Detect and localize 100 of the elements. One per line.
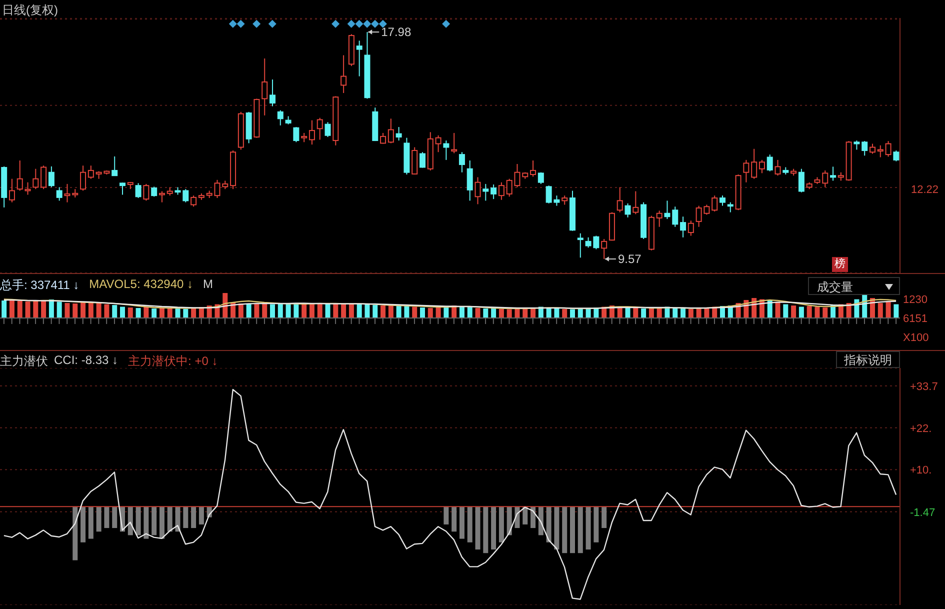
- bar: [372, 305, 378, 318]
- bar: [80, 302, 86, 318]
- text: 12.22: [911, 184, 939, 196]
- bar: [72, 304, 78, 318]
- bar: [191, 308, 196, 318]
- bar: [886, 302, 891, 318]
- bar: [546, 308, 552, 318]
- candlestick: [308, 120, 315, 146]
- text: CCI: -8.33 ↓: [54, 353, 118, 369]
- bar: [633, 308, 638, 318]
- candlestick: [356, 40, 362, 77]
- chart-title: 日线(复权): [2, 2, 58, 19]
- bar: [625, 308, 630, 318]
- bar: [175, 308, 180, 318]
- bar: [467, 306, 472, 318]
- bar: [648, 308, 654, 318]
- bar: [88, 302, 94, 318]
- text: 总手: 337411 ↓: [0, 277, 80, 294]
- bar: [680, 308, 686, 318]
- annotation: 榜: [832, 257, 848, 272]
- bar: [104, 304, 110, 318]
- bar: [302, 304, 307, 318]
- bar: [294, 304, 299, 318]
- bar: [791, 306, 796, 318]
- bar: [348, 304, 354, 318]
- y-tick-label: -1.47: [910, 506, 936, 519]
- bar: [475, 308, 480, 318]
- bar: [420, 308, 425, 318]
- text: MAVOL5: 432940 ↓: [89, 277, 193, 293]
- y-tick-label: +33.7: [910, 380, 938, 393]
- bar: [254, 303, 260, 318]
- text: 6151: [903, 313, 928, 325]
- bar: [436, 308, 441, 318]
- bar: [112, 305, 118, 318]
- candlestick: [680, 216, 686, 238]
- bar: [128, 308, 133, 318]
- text: 指标说明: [836, 351, 900, 368]
- bar: [317, 303, 322, 318]
- bar: [309, 304, 314, 318]
- text: 1230: [903, 294, 928, 306]
- bar: [356, 304, 362, 318]
- candlestick: [656, 210, 662, 228]
- candlestick: [72, 188, 78, 198]
- bar: [380, 306, 386, 318]
- bar: [798, 306, 804, 318]
- bar: [396, 306, 402, 318]
- bar: [878, 303, 883, 318]
- bar: [246, 304, 252, 318]
- annotation: 9.57: [618, 252, 642, 266]
- bar: [341, 304, 346, 318]
- bar: [364, 304, 370, 318]
- y-tick-label: +10.: [910, 464, 932, 477]
- chart-title: 成交量: [808, 277, 900, 295]
- bar: [159, 308, 164, 318]
- bar: [554, 308, 560, 318]
- candlestick: [466, 160, 473, 202]
- text: M: [203, 277, 213, 293]
- bar: [672, 308, 678, 318]
- bar: [120, 306, 125, 318]
- bar: [136, 308, 141, 318]
- bar: [822, 308, 828, 318]
- bar: [64, 303, 70, 318]
- bar: [562, 309, 568, 318]
- text: X100: [903, 332, 929, 344]
- bar: [428, 308, 433, 318]
- bar: [183, 309, 188, 318]
- bar: [498, 309, 504, 318]
- bar: [96, 303, 102, 318]
- bar: [9, 300, 14, 318]
- bar: [641, 308, 646, 318]
- bar: [570, 309, 575, 318]
- candlestick: [688, 220, 694, 236]
- bar: [33, 300, 38, 318]
- bar: [806, 306, 812, 318]
- bar: [278, 304, 283, 318]
- candlestick: [88, 165, 94, 180]
- bar: [152, 308, 157, 318]
- bar: [286, 304, 291, 318]
- line-series: [3, 388, 897, 600]
- candlestick: [474, 176, 481, 205]
- candlestick: [64, 183, 70, 203]
- bar: [388, 306, 394, 318]
- candlestick: [262, 58, 268, 116]
- candlestick: [751, 148, 758, 180]
- bar: [325, 304, 330, 318]
- candlestick: [340, 54, 347, 94]
- chart-title: 主力潜伏: [0, 353, 48, 370]
- y-tick-label: +22.: [910, 422, 932, 435]
- bar: [270, 304, 275, 318]
- bar: [814, 306, 820, 318]
- bar: [894, 304, 899, 318]
- bar: [56, 302, 62, 318]
- bar: [262, 304, 268, 318]
- bar: [2, 300, 7, 318]
- bar: [333, 304, 338, 318]
- annotation: 17.98: [381, 25, 412, 40]
- bar: [688, 309, 694, 318]
- bar: [483, 308, 488, 318]
- bar: [144, 307, 149, 318]
- annotation: 主力潜伏中: +0 ↓: [128, 353, 218, 370]
